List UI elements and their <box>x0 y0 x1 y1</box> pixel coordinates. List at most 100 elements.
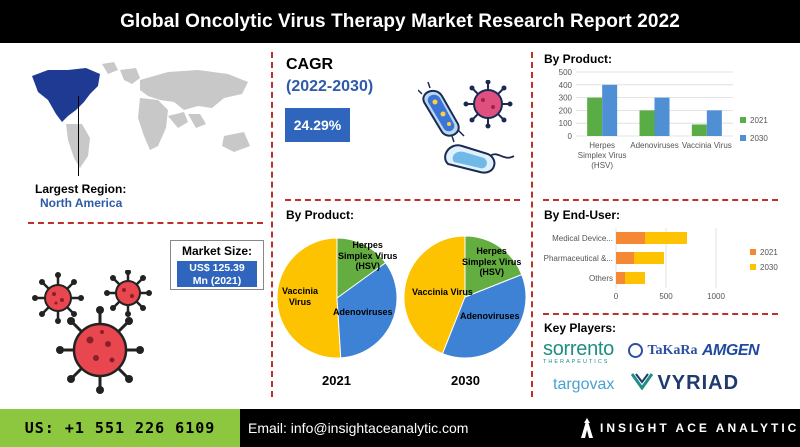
logo-amgen: AMGEN <box>702 342 760 359</box>
bar-xtick-2-0: Vaccinia Virus <box>682 141 732 150</box>
hbar-xtick-0: 0 <box>614 292 619 301</box>
page-title: Global Oncolytic Virus Therapy Market Re… <box>120 11 680 32</box>
cagr-period: (2022-2030) <box>286 78 374 95</box>
bar-ytick-2: 200 <box>559 106 573 115</box>
bar-2021-2 <box>691 124 707 136</box>
logo-sorrento-name: sorrento <box>543 338 614 360</box>
hbar-legend-label-2021: 2021 <box>760 248 778 257</box>
header-bar <box>0 0 800 43</box>
logo-targovax: targovax <box>553 376 615 393</box>
virus-cluster-icon <box>32 270 152 394</box>
bar-2030-0 <box>602 84 618 136</box>
takara-emblem-icon <box>628 343 643 359</box>
footer-info-bar <box>240 409 800 447</box>
cagr-value: 24.29% <box>285 108 350 142</box>
bar-chart-by-end-user: 0 500 1000 Medical Device... Pharmaceutical … <box>544 228 778 301</box>
bar-xtick-0-0: Herpes <box>589 141 615 150</box>
logo-takara: TaKaRa <box>628 342 698 360</box>
pie-section-title: By Product: <box>286 208 355 222</box>
hbar-xtick-2: 1000 <box>707 292 725 301</box>
pie2030-label-adeno: Adenoviruses <box>460 311 520 322</box>
bar-2030-1 <box>654 97 670 136</box>
hbar-category-0: Medical Device... <box>552 234 613 243</box>
pie2021-label-vaccinia: Vaccinia Virus <box>282 286 318 307</box>
region-pointer-line <box>78 96 79 176</box>
divider-left <box>271 52 273 397</box>
pie2030-year: 2030 <box>451 373 480 388</box>
logo-sorrento-tagline: THERAPEUTICS <box>543 359 610 365</box>
pie2030-slice-0 <box>403 235 466 355</box>
bar-2030-2 <box>706 110 722 136</box>
logo-vyriad-name: VYRIAD <box>657 372 740 394</box>
bar-legend-swatch-2030 <box>740 135 746 141</box>
bar-legend-label-2030: 2030 <box>750 134 768 143</box>
key-players-title: Key Players: <box>544 321 617 335</box>
end-user-chart-title: By End-User: <box>544 208 621 222</box>
market-size-box: Market Size: US$ 125.39 Mn (2021) <box>170 240 264 290</box>
hbar-category-1: Pharmaceutical &... <box>544 254 613 263</box>
pie2021-slice-2 <box>336 237 387 299</box>
bar-ytick-3: 300 <box>559 94 573 103</box>
pie2030-label-hsv: Herpes Simplex Virus (HSV) <box>462 246 521 278</box>
bar-legend-swatch-2021 <box>740 117 746 123</box>
hbar-2021-2 <box>616 272 625 284</box>
pie2021-label-adeno-line1: Adenoviruses <box>333 307 393 317</box>
bar-legend-label-2021: 2021 <box>750 116 768 125</box>
hbar-2030-2 <box>625 272 645 284</box>
cagr-label: CAGR <box>286 56 334 73</box>
largest-region-label: Largest Region: <box>35 182 127 196</box>
bar-ytick-0: 0 <box>568 132 573 141</box>
footer-brand: INSIGHT ACE ANALYTIC <box>600 421 800 435</box>
hbar-2021-1 <box>616 252 634 264</box>
pie2021-label-adeno: Adenoviruses <box>333 307 393 318</box>
pie2021-label-vaccinia-line1: Vaccinia <box>282 286 319 296</box>
bar-ytick-4: 400 <box>559 81 573 90</box>
hbar-legend-swatch-2030 <box>750 264 756 270</box>
pie-chart-2030 <box>403 235 527 359</box>
pie2030-label-vaccinia-line1: Vaccinia Virus <box>412 287 473 297</box>
divider-middle-horizontal <box>285 199 520 201</box>
hbar-legend-label-2030: 2030 <box>760 263 778 272</box>
pie2030-label-adeno-line1: Adenoviruses <box>460 311 520 321</box>
world-map-icon <box>32 62 250 168</box>
pie2030-label-hsv-line3: (HSV) <box>479 267 504 277</box>
vyriad-chevron-icon <box>630 372 654 395</box>
market-size-label: Market Size: <box>181 244 253 258</box>
hbar-2021-0 <box>616 232 645 244</box>
bar-ytick-5: 500 <box>559 68 573 77</box>
hbar-xtick-1: 500 <box>659 292 673 301</box>
divider-right-horizontal-2 <box>543 313 778 315</box>
pie2021-label-hsv: Herpes Simplex Virus (HSV) <box>338 240 397 272</box>
bar-xtick-0-1: Simplex Virus <box>578 151 627 160</box>
logo-vyriad: VYRIAD <box>630 372 740 395</box>
logo-sorrento: sorrento THERAPEUTICS <box>543 339 614 366</box>
bar-2021-1 <box>639 110 655 136</box>
divider-left-horizontal <box>28 222 263 224</box>
bar-ytick-1: 100 <box>559 119 573 128</box>
pie2021-label-hsv-line1: Herpes <box>352 240 383 250</box>
pie2021-label-hsv-line3: (HSV) <box>355 261 380 271</box>
bar-xtick-0-2: (HSV) <box>591 161 613 170</box>
footer-email[interactable]: Email: info@insightaceanalytic.com <box>248 420 469 436</box>
hbar-2030-1 <box>634 252 664 264</box>
pie2021-label-hsv-line2: Simplex Virus <box>338 250 398 261</box>
pie2030-slice-1 <box>441 273 527 359</box>
bar-2021-0 <box>587 97 603 136</box>
pie2021-year: 2021 <box>322 373 351 388</box>
divider-right-horizontal-1 <box>543 199 778 201</box>
pie2021-slice-1 <box>336 262 398 359</box>
pie2030-label-hsv-line2: Simplex Virus <box>462 256 522 267</box>
pie2021-label-vaccinia-line2: Virus <box>288 296 312 307</box>
footer-phone[interactable]: US: +1 551 226 6109 <box>24 419 216 437</box>
market-size-value: US$ 125.39 Mn (2021) <box>177 261 257 287</box>
hbar-legend-swatch-2021 <box>750 249 756 255</box>
pie2030-slice-2 <box>464 235 523 298</box>
microbes-icon <box>418 80 515 174</box>
bar-chart-title: By Product: <box>544 52 613 66</box>
largest-region-value: North America <box>40 196 123 210</box>
hbar-category-2: Others <box>589 274 613 283</box>
pie2030-label-hsv-line1: Herpes <box>476 246 507 256</box>
market-size-value-line1: US$ 125.39 <box>189 262 245 274</box>
hbar-2030-0 <box>645 232 687 244</box>
